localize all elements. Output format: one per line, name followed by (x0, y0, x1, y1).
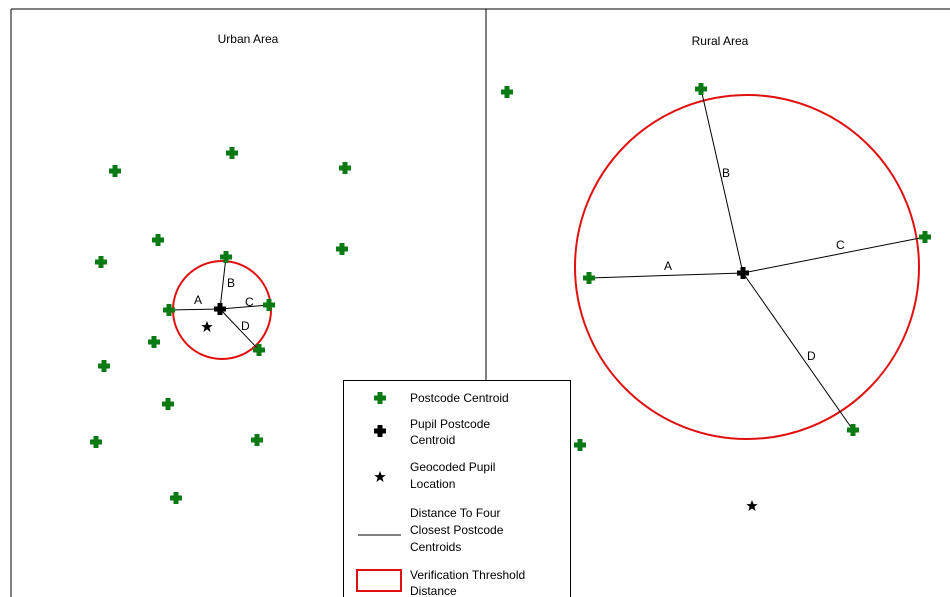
urban-distance-lines (168, 256, 270, 351)
diagram-frame (10, 8, 950, 597)
postcode-centroid (226, 147, 238, 159)
postcode-centroid (152, 234, 164, 246)
postcode-centroid (170, 492, 182, 504)
postcode-centroid (501, 86, 513, 98)
urban-label-d: D (241, 319, 250, 333)
urban-geocoded-pupil-star-icon (201, 321, 213, 332)
rural-panel: A B C D (501, 83, 931, 511)
postcode-centroid (263, 299, 275, 311)
rural-area-title: Rural Area (692, 34, 749, 48)
postcode-centroid (695, 83, 707, 95)
rural-label-b: B (722, 166, 730, 180)
postcode-centroid (109, 165, 121, 177)
postcode-centroid (847, 424, 859, 436)
rural-threshold-circle (574, 94, 920, 440)
legend-distance-lines: Distance To Four Closest Postcode Centro… (410, 506, 507, 554)
rural-distance-b (700, 88, 744, 274)
postcode-centroid (583, 272, 595, 284)
rural-label-d: D (807, 349, 816, 363)
postcode-centroid (339, 162, 351, 174)
postcode-centroid (574, 439, 586, 451)
urban-label-a: A (194, 293, 202, 307)
postcode-centroid (95, 256, 107, 268)
legend-threshold-swatch-icon (356, 569, 402, 592)
urban-distance-c (219, 304, 270, 310)
rural-geocoded-pupil-star-icon (746, 500, 758, 511)
rural-label-a: A (664, 259, 672, 273)
legend-pupil-postcode-centroid: Pupil Postcode Centroid (410, 417, 493, 447)
rural-distance-lines (588, 88, 926, 431)
rural-distance-a (588, 272, 744, 279)
rural-distance-c (742, 236, 926, 274)
postcode-centroid (919, 231, 931, 243)
urban-label-b: B (227, 276, 235, 290)
postcode-centroid (336, 243, 348, 255)
postcode-centroid (148, 336, 160, 348)
legend: Postcode Centroid Pupil Postcode Centroi… (343, 380, 571, 597)
urban-distance-a (168, 308, 221, 311)
urban-panel: A B C D (90, 147, 351, 504)
rural-distance-d (742, 272, 854, 431)
postcode-centroid (98, 360, 110, 372)
rural-pupil-postcode-centroid (737, 267, 749, 279)
postcode-centroid (251, 434, 263, 446)
legend-geocoded-pupil-location: Geocoded Pupil Location (410, 460, 499, 491)
urban-postcode-centroids (90, 147, 351, 504)
postcode-centroid (162, 398, 174, 410)
legend-box (343, 380, 571, 597)
urban-distance-d (219, 308, 260, 351)
urban-area-title: Urban Area (218, 32, 279, 46)
urban-distance-b (219, 256, 227, 310)
legend-postcode-centroid: Postcode Centroid (410, 391, 509, 405)
postcode-centroid (90, 436, 102, 448)
legend-verification-threshold: Verification Threshold Distance (410, 568, 529, 597)
rural-label-c: C (836, 238, 845, 252)
urban-label-c: C (245, 295, 254, 309)
